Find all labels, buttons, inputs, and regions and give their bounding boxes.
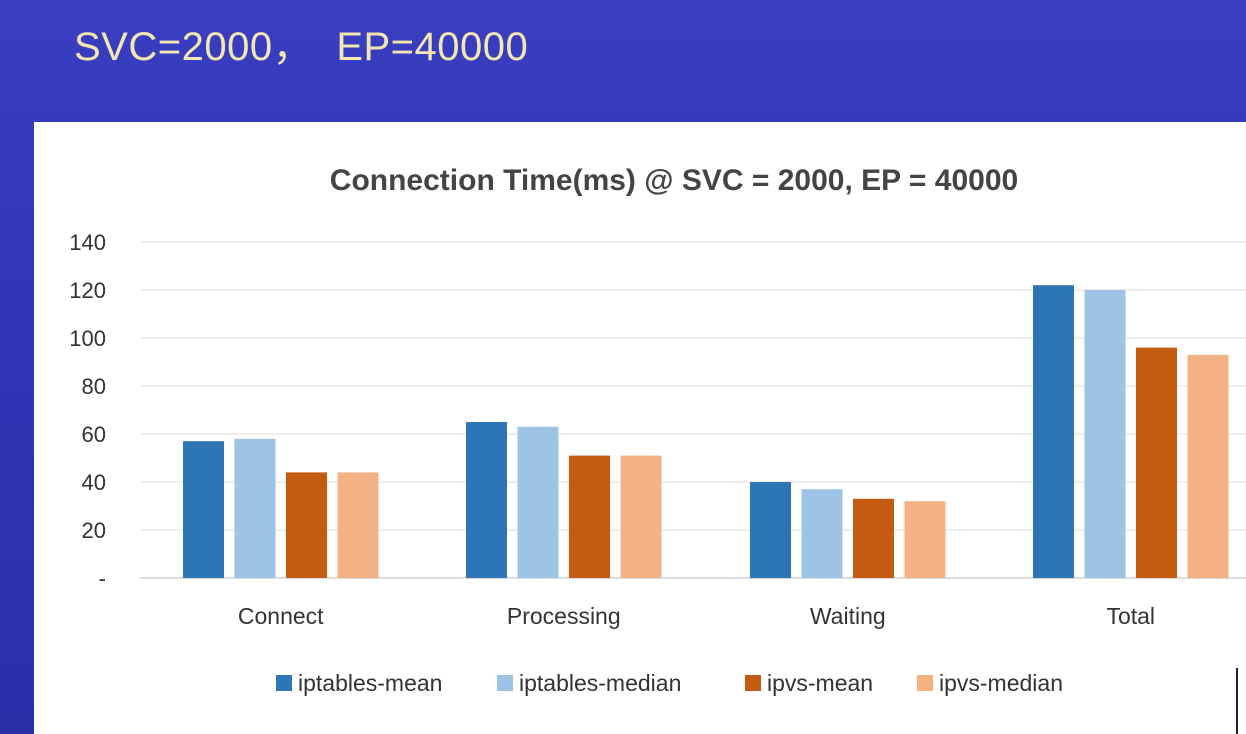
bar-processing-ipvs-mean <box>569 455 610 578</box>
legend-swatch-ipvs-median <box>917 675 933 691</box>
bar-processing-iptables-mean <box>466 422 507 578</box>
y-tick-label: 120 <box>69 278 106 303</box>
bar-waiting-iptables-mean <box>750 482 791 578</box>
y-tick-label: 60 <box>82 422 106 447</box>
bar-waiting-ipvs-mean <box>853 498 894 578</box>
legend-swatch-ipvs-mean <box>745 675 761 691</box>
y-tick-label: 40 <box>82 470 106 495</box>
y-tick-label: 140 <box>69 230 106 255</box>
legend: iptables-mean iptables-median ipvs-mean ipv… <box>276 670 1063 696</box>
legend-label-ipvs-median: ipvs-median <box>939 670 1063 696</box>
y-tick-label: 100 <box>69 326 106 351</box>
bar-total-iptables-mean <box>1033 285 1074 578</box>
bar-connect-ipvs-mean <box>286 472 327 578</box>
legend-swatch-iptables-median <box>497 675 513 691</box>
bar-waiting-iptables-median <box>801 489 843 578</box>
bar-total-ipvs-median <box>1187 354 1229 578</box>
bar-connect-ipvs-median <box>337 472 379 578</box>
chart-panel: Connection Time(ms) @ SVC = 2000, EP = 4… <box>34 122 1246 734</box>
legend-label-iptables-median: iptables-median <box>519 670 681 696</box>
legend-label-ipvs-mean: ipvs-mean <box>767 670 873 696</box>
x-category-label: Waiting <box>810 603 886 629</box>
y-tick-label: 20 <box>82 518 106 543</box>
x-category-label: Processing <box>507 603 621 629</box>
x-category-label: Total <box>1106 603 1155 629</box>
bar-total-iptables-median <box>1084 290 1126 578</box>
x-axis-categories: Connect Processing Waiting Total <box>238 603 1155 629</box>
y-tick-label: 80 <box>82 374 106 399</box>
bar-connect-iptables-mean <box>183 441 224 578</box>
y-tick-label: - <box>99 566 106 591</box>
legend-label-iptables-mean: iptables-mean <box>298 670 442 696</box>
bar-connect-iptables-median <box>234 438 276 578</box>
bar-chart: Connection Time(ms) @ SVC = 2000, EP = 4… <box>69 164 1246 696</box>
bar-total-ipvs-mean <box>1136 347 1177 578</box>
bars <box>183 285 1229 578</box>
bar-waiting-ipvs-median <box>904 501 946 578</box>
chart-title: Connection Time(ms) @ SVC = 2000, EP = 4… <box>330 164 1018 197</box>
panel-edge-divider <box>1236 668 1238 734</box>
bar-processing-iptables-median <box>517 426 559 578</box>
slide-title: SVC=2000， EP=40000 <box>74 25 529 69</box>
y-axis-ticks: - 20 40 60 80 100 120 140 <box>69 230 106 591</box>
x-category-label: Connect <box>238 603 324 629</box>
bar-processing-ipvs-median <box>620 455 662 578</box>
legend-swatch-iptables-mean <box>276 675 292 691</box>
